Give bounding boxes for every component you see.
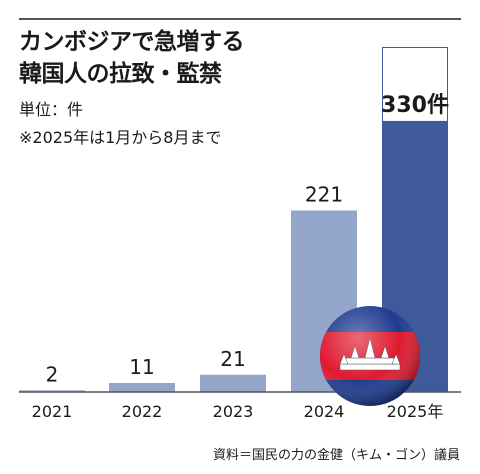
period-note: ※2025年は1月から8月まで bbox=[19, 128, 222, 147]
value-label-4: 330件 bbox=[381, 93, 449, 118]
chart-title-line-2: 韓国人の拉致・監禁 bbox=[19, 61, 222, 87]
cambodia-flag-icon bbox=[320, 306, 420, 406]
bar-2 bbox=[200, 374, 266, 392]
value-label-1: 11 bbox=[129, 355, 154, 379]
top-rule bbox=[19, 18, 461, 20]
unit-label: 単位：件 bbox=[19, 100, 84, 119]
value-label-0: 2 bbox=[46, 362, 59, 386]
chart-title: カンボジアで急増する 韓国人の拉致・監禁 bbox=[19, 26, 245, 90]
category-label-4: 2025年 bbox=[387, 402, 444, 421]
category-label-1: 2022 bbox=[122, 402, 163, 421]
source-credit: 資料＝国民の力の金健（キム・ゴン）議員 bbox=[212, 448, 460, 463]
bar-1 bbox=[109, 382, 175, 392]
category-label-3: 2024 bbox=[304, 402, 345, 421]
category-label-0: 2021 bbox=[32, 402, 73, 421]
chart-title-line-1: カンボジアで急増する bbox=[19, 29, 245, 55]
category-label-2: 2023 bbox=[213, 402, 254, 421]
bar-0 bbox=[19, 390, 85, 392]
value-label-2: 21 bbox=[220, 347, 245, 371]
value-label-3: 221 bbox=[305, 182, 343, 206]
